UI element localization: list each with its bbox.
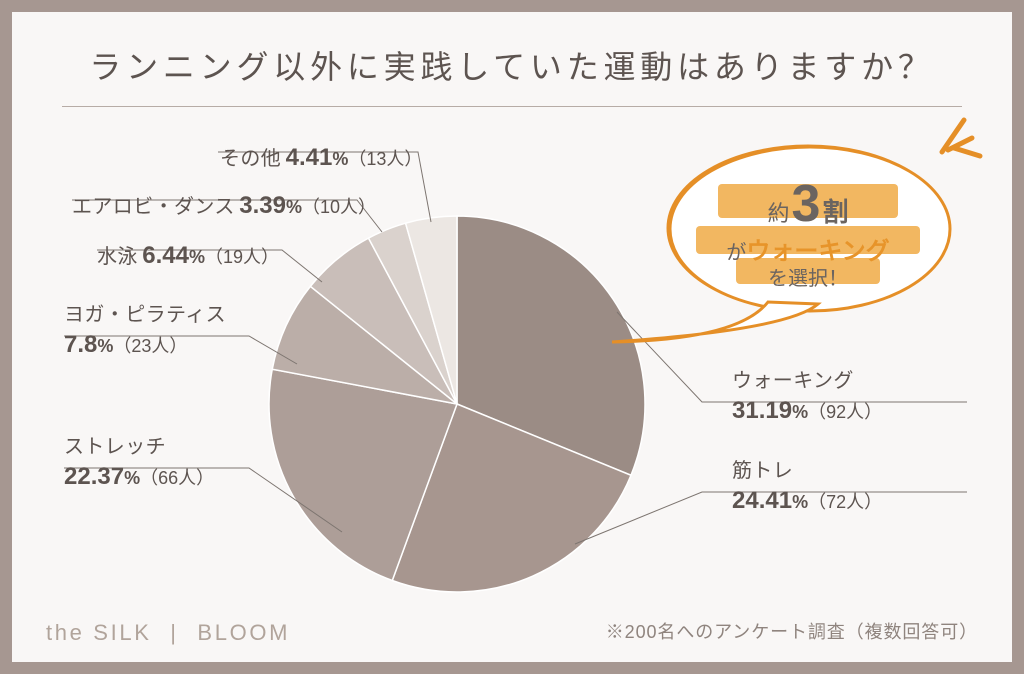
label-swim: 水泳 6.44%（19人） xyxy=(97,240,279,272)
label-other: その他 4.41%（13人） xyxy=(220,142,422,174)
callout-text: 約3割 がウォーキング を選択！ xyxy=(698,172,918,292)
callout-pre: 約 xyxy=(768,201,790,226)
callout-ga: が xyxy=(726,242,746,264)
callout-walk: ウォーキング xyxy=(746,238,889,265)
label-muscle: 筋トレ24.41%（72人） xyxy=(732,458,882,517)
label-yoga: ヨガ・ピラティス7.8%（23人） xyxy=(64,302,226,361)
callout-big: 3 xyxy=(792,175,821,233)
brand-sep: | xyxy=(170,620,178,645)
infographic-frame: ランニング以外に実践していた運動はありますか？ ウォーキング31.19%（92人… xyxy=(0,0,1024,674)
label-stretch: ストレッチ22.37%（66人） xyxy=(64,434,214,493)
brand-b: BLOOM xyxy=(197,620,290,645)
label-walking: ウォーキング31.19%（92人） xyxy=(732,368,882,427)
brand-footer: the SILK | BLOOM xyxy=(46,620,290,646)
callout-post: 割 xyxy=(822,197,848,227)
callout-sel: を選択！ xyxy=(768,268,848,290)
label-aero: エアロビ・ダンス 3.39%（10人） xyxy=(72,190,376,222)
brand-a: the SILK xyxy=(46,620,152,645)
survey-note: ※200名へのアンケート調査（複数回答可） xyxy=(606,618,978,644)
